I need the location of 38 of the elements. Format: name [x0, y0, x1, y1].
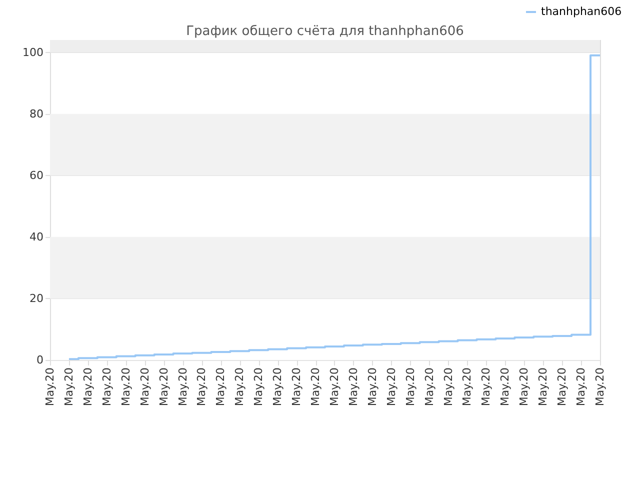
x-tick-label: May.20	[44, 368, 56, 406]
x-tick-label: May.20	[556, 368, 569, 406]
x-tick-label: May.20	[594, 368, 606, 406]
x-tick-label: May.20	[498, 368, 512, 406]
x-tick-label: May.20	[574, 368, 588, 406]
x-tick-label: May.20	[138, 368, 152, 406]
x-tick-label: May.20	[176, 368, 190, 406]
x-tick-label: May.20	[404, 368, 417, 406]
x-tick-label: May.20	[384, 368, 398, 406]
x-tick-label: May.20	[157, 368, 170, 406]
x-tick-label: May.20	[271, 368, 284, 406]
y-tick-label: 0	[36, 354, 44, 366]
x-tick-label: May.20	[100, 368, 114, 406]
x-tick-label: May.20	[119, 368, 132, 406]
legend-label: thanhphan606	[541, 5, 622, 18]
x-tick-label: May.20	[328, 368, 341, 406]
x-tick-label: May.20	[480, 368, 493, 406]
x-tick-label: May.20	[536, 368, 550, 406]
x-tick-label: May.20	[518, 368, 531, 406]
x-tick-label: May.20	[366, 368, 379, 406]
x-tick-label: May.20	[309, 368, 322, 406]
x-tick-label: May.20	[214, 368, 228, 406]
y-tick-label: 80	[30, 107, 44, 120]
y-tick-label: 100	[22, 46, 44, 59]
x-tick-label: May.20	[346, 368, 360, 406]
x-tick-label: May.20	[460, 368, 474, 406]
y-tick-label: 20	[30, 292, 44, 305]
x-tick-label: May.20	[195, 368, 208, 406]
x-tick-label: May.20	[442, 368, 455, 406]
y-tick-label: 40	[30, 230, 44, 244]
x-tick-label: May.20	[62, 368, 76, 406]
x-tick-label: May.20	[233, 368, 246, 406]
x-tick-label: May.20	[422, 368, 436, 406]
y-tick-label: 60	[30, 168, 44, 182]
chart-title: График общего счёта для thanhphan606	[186, 24, 464, 39]
x-tick-label: May.20	[252, 368, 266, 406]
x-tick-label: May.20	[81, 368, 94, 406]
x-tick-label: May.20	[290, 368, 304, 406]
